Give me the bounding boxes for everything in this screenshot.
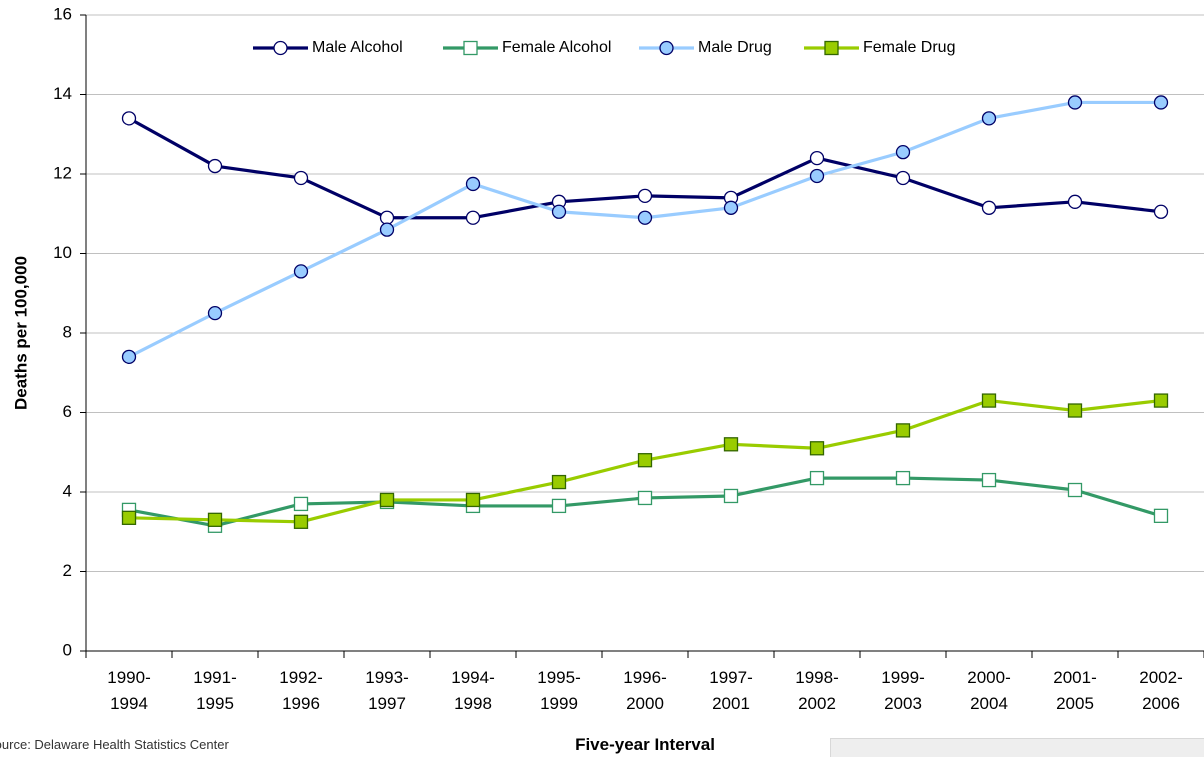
- marker: [379, 492, 395, 508]
- marker: [207, 305, 223, 321]
- marker: [981, 472, 997, 488]
- marker: [293, 170, 309, 186]
- x-tick-label: 1999-2003: [881, 668, 925, 713]
- legend-marker: [824, 40, 839, 56]
- series-line: [128, 100, 1161, 359]
- y-tick-label: 16: [53, 4, 72, 23]
- marker: [723, 488, 739, 504]
- marker: [465, 492, 481, 508]
- y-tick-label: 0: [63, 640, 72, 659]
- legend-label: Female Drug: [863, 39, 955, 56]
- y-tick-label: 10: [53, 243, 72, 262]
- marker: [981, 111, 997, 126]
- y-tick-label: 12: [53, 163, 72, 182]
- y-tick-label: 8: [63, 322, 72, 341]
- x-tick-label: 2001-2005: [1053, 668, 1097, 713]
- marker: [895, 423, 911, 438]
- series: [121, 95, 1169, 365]
- marker: [1067, 403, 1083, 418]
- x-tick-label: 1994-1998: [451, 668, 495, 713]
- marker: [723, 200, 739, 215]
- marker: [465, 210, 481, 225]
- marker: [465, 176, 481, 192]
- legend-marker: [273, 40, 288, 56]
- marker: [379, 222, 395, 237]
- series: [121, 393, 1169, 529]
- series: [121, 470, 1169, 533]
- y-tick-label: 6: [63, 402, 72, 421]
- marker: [723, 437, 739, 452]
- marker: [1067, 482, 1083, 498]
- marker: [1153, 95, 1169, 110]
- x-tick-label: 1995-1999: [537, 668, 581, 713]
- marker: [809, 168, 825, 184]
- x-tick-label: 2000-2004: [967, 668, 1011, 713]
- x-tick-label: 1991-1995: [193, 668, 237, 713]
- marker: [809, 441, 825, 456]
- marker: [293, 496, 309, 512]
- marker: [637, 453, 653, 468]
- x-tick-label: 1993-1997: [365, 668, 409, 713]
- marker: [293, 514, 309, 529]
- series: [121, 111, 1169, 225]
- legend-marker: [463, 40, 478, 56]
- marker: [895, 144, 911, 160]
- source-note: Source: Delaware Health Statistics Cente…: [0, 737, 229, 752]
- marker: [809, 470, 825, 486]
- marker: [551, 474, 567, 490]
- legend-label: Female Alcohol: [502, 39, 611, 56]
- marker: [895, 170, 911, 186]
- marker: [981, 393, 997, 408]
- x-axis-title: Five-year Interval: [575, 735, 715, 754]
- marker: [207, 512, 223, 527]
- footer-box: [830, 738, 1204, 757]
- marker: [981, 200, 997, 215]
- marker: [121, 349, 137, 365]
- marker: [1067, 95, 1083, 110]
- marker: [293, 264, 309, 279]
- x-tick-label: 1990-1994: [107, 668, 151, 713]
- x-tick-label: 1997-2001: [709, 668, 753, 713]
- marker: [551, 498, 567, 514]
- marker: [895, 470, 911, 486]
- marker: [1067, 194, 1083, 209]
- marker: [551, 204, 567, 219]
- marker: [637, 490, 653, 506]
- y-tick-label: 14: [53, 84, 72, 103]
- marker: [637, 210, 653, 225]
- y-tick-label: 2: [63, 561, 72, 580]
- marker: [1153, 508, 1169, 524]
- y-axis-title: Deaths per 100,000: [11, 256, 30, 410]
- x-tick-label: 2002-2006: [1139, 668, 1183, 713]
- x-tick-label: 1996-2000: [623, 668, 667, 713]
- marker: [379, 210, 395, 225]
- marker: [1153, 393, 1169, 408]
- x-tick-label: 1998-2002: [795, 668, 839, 713]
- marker: [121, 510, 137, 525]
- x-tick-label: 1992-1996: [279, 668, 323, 713]
- marker: [637, 188, 653, 204]
- legend-label: Male Alcohol: [312, 39, 403, 56]
- marker: [1153, 204, 1169, 219]
- marker: [207, 158, 223, 174]
- marker: [121, 111, 137, 126]
- marker: [809, 150, 825, 166]
- legend-label: Male Drug: [698, 39, 772, 56]
- legend-marker: [659, 40, 674, 56]
- y-tick-label: 4: [63, 481, 72, 500]
